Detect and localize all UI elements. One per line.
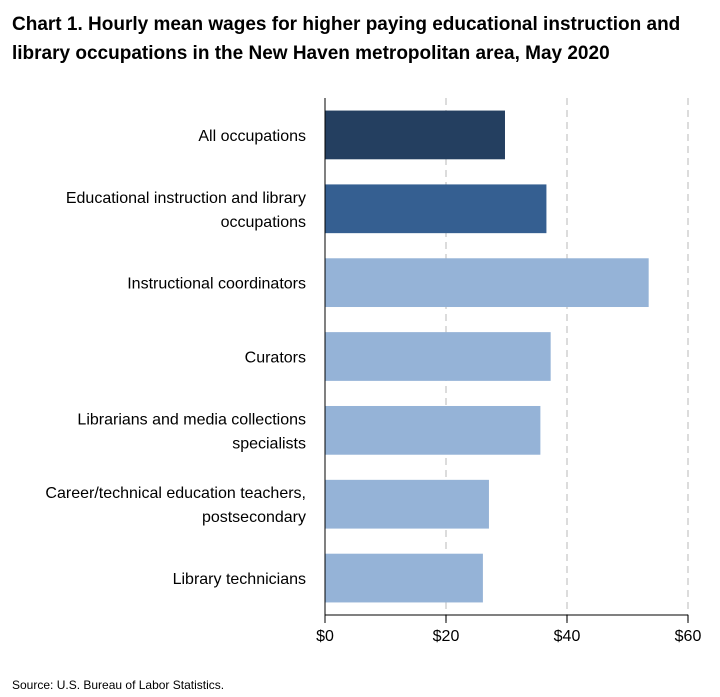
tick-labels: $0 $20 $40 $60 bbox=[316, 628, 701, 645]
source-note: Source: U.S. Bureau of Labor Statistics. bbox=[12, 678, 225, 692]
category-labels: All occupations Educational instruction a… bbox=[45, 128, 306, 588]
bar bbox=[325, 184, 547, 234]
x-tick-label: $60 bbox=[675, 628, 702, 645]
bars bbox=[325, 110, 649, 603]
category-label: All occupations bbox=[198, 128, 306, 145]
axes bbox=[324, 98, 689, 623]
bar bbox=[325, 110, 505, 160]
x-tick-label: $40 bbox=[554, 628, 581, 645]
category-label: Instructional coordinators bbox=[127, 276, 306, 293]
bar bbox=[325, 553, 483, 603]
bar bbox=[325, 332, 551, 381]
category-label: Library technicians bbox=[173, 571, 306, 588]
category-label: Curators bbox=[245, 350, 306, 367]
x-tick-label: $0 bbox=[316, 628, 334, 645]
category-label: Educational instruction and library occup… bbox=[66, 190, 306, 231]
x-tick-label: $20 bbox=[433, 628, 460, 645]
chart-title: Chart 1. Hourly mean wages for higher pa… bbox=[12, 14, 681, 64]
bar bbox=[325, 405, 541, 455]
category-label: Librarians and media collections speciali… bbox=[77, 411, 306, 452]
category-label: Career/technical education teachers, post… bbox=[45, 485, 306, 526]
bar bbox=[325, 258, 649, 308]
bar bbox=[325, 479, 489, 529]
